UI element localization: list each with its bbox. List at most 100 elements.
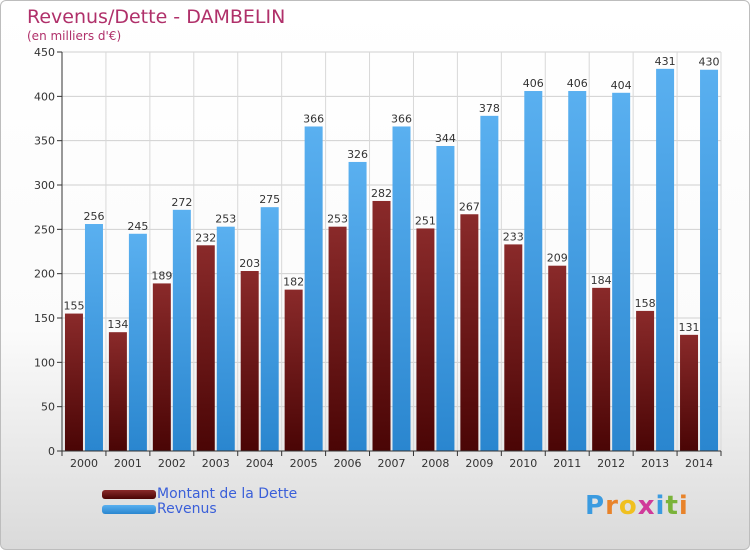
data-label-debt: 232 (195, 231, 216, 244)
bar-revenue (524, 91, 543, 451)
data-label-revenue: 404 (611, 79, 632, 92)
y-tick-label: 250 (34, 223, 55, 236)
bar-revenue (216, 226, 235, 451)
legend-label-debt: Montant de la Dette (157, 486, 298, 502)
data-label-debt: 158 (635, 297, 656, 310)
y-tick-label: 300 (34, 179, 55, 192)
bar-revenue (84, 224, 103, 451)
data-label-revenue: 245 (127, 220, 148, 233)
data-label-revenue: 378 (479, 102, 500, 115)
data-label-revenue: 406 (567, 77, 588, 90)
proxiti-logo: Proxiti (585, 491, 689, 521)
bars (64, 68, 719, 452)
data-label-debt: 134 (107, 318, 128, 331)
x-tick-label: 2012 (597, 457, 625, 470)
bar-debt (152, 283, 171, 451)
logo-letter: t (665, 491, 679, 521)
bar-debt (64, 313, 83, 451)
bar-revenue (656, 68, 675, 451)
y-tick-label: 400 (34, 90, 55, 103)
data-label-debt: 131 (679, 321, 700, 334)
chart-subtitle: (en milliers d'€) (27, 29, 122, 43)
data-label-revenue: 326 (347, 148, 368, 161)
bar-debt (240, 271, 259, 451)
bar-revenue (392, 126, 411, 451)
x-tick-label: 2006 (334, 457, 362, 470)
x-tick-label: 2008 (421, 457, 449, 470)
data-label-revenue: 253 (215, 213, 236, 226)
logo-letter: x (637, 491, 656, 521)
logo-letter: i (655, 491, 666, 521)
bar-debt (416, 228, 435, 451)
bar-debt (284, 289, 303, 451)
data-label-revenue: 344 (435, 132, 456, 145)
y-tick-label: 350 (34, 135, 55, 148)
bar-revenue (172, 209, 191, 451)
x-tick-label: 2007 (378, 457, 406, 470)
data-label-debt: 282 (371, 187, 392, 200)
x-tick-label: 2011 (553, 457, 581, 470)
bar-revenue (480, 115, 499, 451)
data-label-debt: 253 (327, 213, 348, 226)
data-label-debt: 267 (459, 200, 480, 213)
chart-title: Revenus/Dette - DAMBELIN (27, 6, 286, 28)
logo-letter: P (585, 491, 606, 521)
bar-revenue (700, 69, 719, 451)
x-tick-label: 2014 (685, 457, 713, 470)
x-tick-label: 2004 (246, 457, 274, 470)
data-labels: 155 256 134 245 189 272 232 253 203 275 182 366 253 3… (63, 55, 719, 334)
y-tick-label: 450 (34, 46, 55, 59)
bar-debt (196, 245, 215, 451)
bar-revenue (568, 91, 587, 451)
logo-letter: r (605, 491, 619, 521)
x-tick-label: 2001 (114, 457, 142, 470)
legend-swatch-debt (102, 490, 156, 499)
x-tick-label: 2003 (202, 457, 230, 470)
data-label-debt: 203 (239, 257, 260, 270)
data-label-revenue: 366 (303, 112, 324, 125)
data-label-revenue: 256 (83, 210, 104, 223)
bar-debt (636, 310, 655, 451)
legend-swatch-revenue (102, 505, 156, 514)
data-label-debt: 189 (151, 269, 172, 282)
x-tick-label: 2005 (290, 457, 318, 470)
y-tick-label: 100 (34, 356, 55, 369)
data-label-revenue: 430 (699, 56, 720, 69)
bar-debt (680, 334, 699, 451)
bar-debt (504, 244, 523, 451)
data-label-revenue: 366 (391, 112, 412, 125)
bar-revenue (128, 233, 147, 451)
x-tick-label: 2010 (509, 457, 537, 470)
logo-letter: i (678, 491, 689, 521)
data-label-revenue: 272 (171, 196, 192, 209)
data-label-revenue: 275 (259, 193, 280, 206)
axes: 0 50 100 150 200 250 300 350 400 450 2000 2001 2002 2… (34, 46, 722, 470)
data-label-debt: 209 (547, 252, 568, 265)
bar-debt (548, 265, 567, 451)
y-tick-label: 50 (41, 401, 55, 414)
data-label-revenue: 431 (655, 55, 676, 68)
data-label-debt: 182 (283, 276, 304, 289)
x-tick-label: 2013 (641, 457, 669, 470)
y-tick-label: 0 (48, 445, 55, 458)
bar-revenue (260, 207, 279, 451)
data-label-revenue: 406 (523, 77, 544, 90)
bar-revenue (612, 92, 631, 451)
grid-lines (62, 51, 722, 452)
logo-letter: o (618, 491, 638, 521)
data-label-debt: 155 (63, 300, 84, 313)
bar-revenue (304, 126, 323, 451)
data-label-debt: 184 (591, 274, 612, 287)
x-tick-label: 2002 (158, 457, 186, 470)
bar-debt (592, 287, 611, 451)
bar-debt (328, 226, 347, 451)
y-tick-label: 200 (34, 268, 55, 281)
x-tick-label: 2009 (465, 457, 493, 470)
bar-debt (372, 200, 391, 451)
bar-revenue (436, 145, 455, 451)
x-tick-label: 2000 (70, 457, 98, 470)
bar-revenue (348, 161, 367, 452)
legend-label-revenue: Revenus (157, 501, 217, 517)
